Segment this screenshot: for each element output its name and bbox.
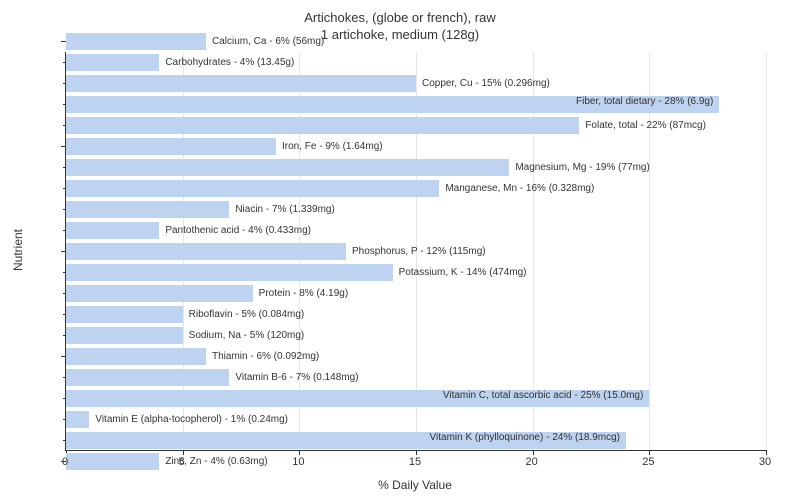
y-minor-tick (63, 167, 66, 168)
chart-title-line-1: Artichokes, (globe or french), raw (0, 10, 800, 27)
bar-label: Iron, Fe - 9% (1.64mg) (282, 141, 383, 152)
bar-row: Manganese, Mn - 16% (0.328mg) (66, 180, 766, 197)
y-axis-label: Nutrient (11, 229, 25, 271)
x-tick-label: 15 (409, 456, 421, 468)
bar-row: Vitamin B-6 - 7% (0.148mg) (66, 369, 766, 386)
bar-row: Potassium, K - 14% (474mg) (66, 264, 766, 281)
bar (66, 75, 416, 92)
bar (66, 138, 276, 155)
x-tick-label: 30 (759, 456, 771, 468)
x-tick-label: 10 (292, 456, 304, 468)
y-minor-tick (63, 209, 66, 210)
bar-row: Sodium, Na - 5% (120mg) (66, 327, 766, 344)
bar-row: Vitamin E (alpha-tocopherol) - 1% (0.24m… (66, 411, 766, 428)
bar (66, 54, 159, 71)
bar (66, 180, 439, 197)
bar-label: Potassium, K - 14% (474mg) (399, 267, 527, 278)
bar (66, 348, 206, 365)
y-tick (61, 251, 66, 252)
bar-label: Folate, total - 22% (87mcg) (585, 120, 706, 131)
bar-label: Fiber, total dietary - 28% (6.9g) (576, 96, 713, 107)
bar-label: Vitamin E (alpha-tocopherol) - 1% (0.24m… (95, 414, 288, 425)
bar-label: Sodium, Na - 5% (120mg) (189, 330, 305, 341)
x-tick-label: 5 (179, 456, 185, 468)
x-tick-label: 20 (526, 456, 538, 468)
y-minor-tick (63, 398, 66, 399)
bar-label: Manganese, Mn - 16% (0.328mg) (445, 183, 594, 194)
bar (66, 201, 229, 218)
bar-row: Vitamin C, total ascorbic acid - 25% (15… (66, 390, 766, 407)
y-minor-tick (63, 377, 66, 378)
y-minor-tick (63, 125, 66, 126)
x-axis-label: % Daily Value (65, 478, 765, 492)
y-minor-tick (63, 419, 66, 420)
y-minor-tick (63, 62, 66, 63)
x-tick (766, 450, 767, 455)
bar (66, 369, 229, 386)
y-minor-tick (63, 272, 66, 273)
y-minor-tick (63, 293, 66, 294)
bar: Vitamin K (phylloquinone) - 24% (18.9mcg… (66, 432, 626, 449)
bar-label: Calcium, Ca - 6% (56mg) (212, 36, 324, 47)
bar-label: Niacin - 7% (1.339mg) (235, 204, 334, 215)
bar-label: Carbohydrates - 4% (13.45g) (165, 57, 294, 68)
bar (66, 33, 206, 50)
bar (66, 327, 183, 344)
bar (66, 453, 159, 470)
bar (66, 243, 346, 260)
bar (66, 222, 159, 239)
bar (66, 411, 89, 428)
bar-label: Magnesium, Mg - 19% (77mg) (515, 162, 650, 173)
bar (66, 159, 509, 176)
y-minor-tick (63, 83, 66, 84)
bar (66, 306, 183, 323)
bar-row: Iron, Fe - 9% (1.64mg) (66, 138, 766, 155)
bar-row: Riboflavin - 5% (0.084mg) (66, 306, 766, 323)
y-tick (61, 356, 66, 357)
y-tick (61, 41, 66, 42)
bar-row: Niacin - 7% (1.339mg) (66, 201, 766, 218)
bar (66, 285, 253, 302)
y-minor-tick (63, 440, 66, 441)
bar-row: Phosphorus, P - 12% (115mg) (66, 243, 766, 260)
bar-row: Magnesium, Mg - 19% (77mg) (66, 159, 766, 176)
y-minor-tick (63, 335, 66, 336)
bar-row: Pantothenic acid - 4% (0.433mg) (66, 222, 766, 239)
y-minor-tick (63, 104, 66, 105)
bar (66, 264, 393, 281)
bar-row: Folate, total - 22% (87mcg) (66, 117, 766, 134)
bar-row: Fiber, total dietary - 28% (6.9g) (66, 96, 766, 113)
y-minor-tick (63, 314, 66, 315)
y-minor-tick (63, 188, 66, 189)
bar (66, 117, 579, 134)
x-tick-label: 0 (62, 456, 68, 468)
bar-label: Vitamin B-6 - 7% (0.148mg) (235, 372, 358, 383)
bar-row: Protein - 8% (4.19g) (66, 285, 766, 302)
bar-row: Copper, Cu - 15% (0.296mg) (66, 75, 766, 92)
bar-row: Vitamin K (phylloquinone) - 24% (18.9mcg… (66, 432, 766, 449)
bar-label: Protein - 8% (4.19g) (259, 288, 349, 299)
bar-label: Copper, Cu - 15% (0.296mg) (422, 78, 550, 89)
y-minor-tick (63, 230, 66, 231)
bar-label: Vitamin K (phylloquinone) - 24% (18.9mcg… (430, 432, 620, 443)
nutrient-chart: Artichokes, (globe or french), raw 1 art… (0, 0, 800, 500)
bar-label: Phosphorus, P - 12% (115mg) (352, 246, 486, 257)
plot-area: Calcium, Ca - 6% (56mg)Carbohydrates - 4… (65, 52, 766, 451)
bar-row: Calcium, Ca - 6% (56mg) (66, 33, 766, 50)
bar-label: Pantothenic acid - 4% (0.433mg) (165, 225, 311, 236)
bar-row: Thiamin - 6% (0.092mg) (66, 348, 766, 365)
bar: Vitamin C, total ascorbic acid - 25% (15… (66, 390, 649, 407)
x-tick-label: 25 (642, 456, 654, 468)
bar-label: Riboflavin - 5% (0.084mg) (189, 309, 305, 320)
y-tick (61, 146, 66, 147)
gridline (766, 52, 767, 450)
bar-label: Thiamin - 6% (0.092mg) (212, 351, 319, 362)
bar: Fiber, total dietary - 28% (6.9g) (66, 96, 719, 113)
bar-row: Carbohydrates - 4% (13.45g) (66, 54, 766, 71)
bar-label: Vitamin C, total ascorbic acid - 25% (15… (443, 390, 643, 401)
